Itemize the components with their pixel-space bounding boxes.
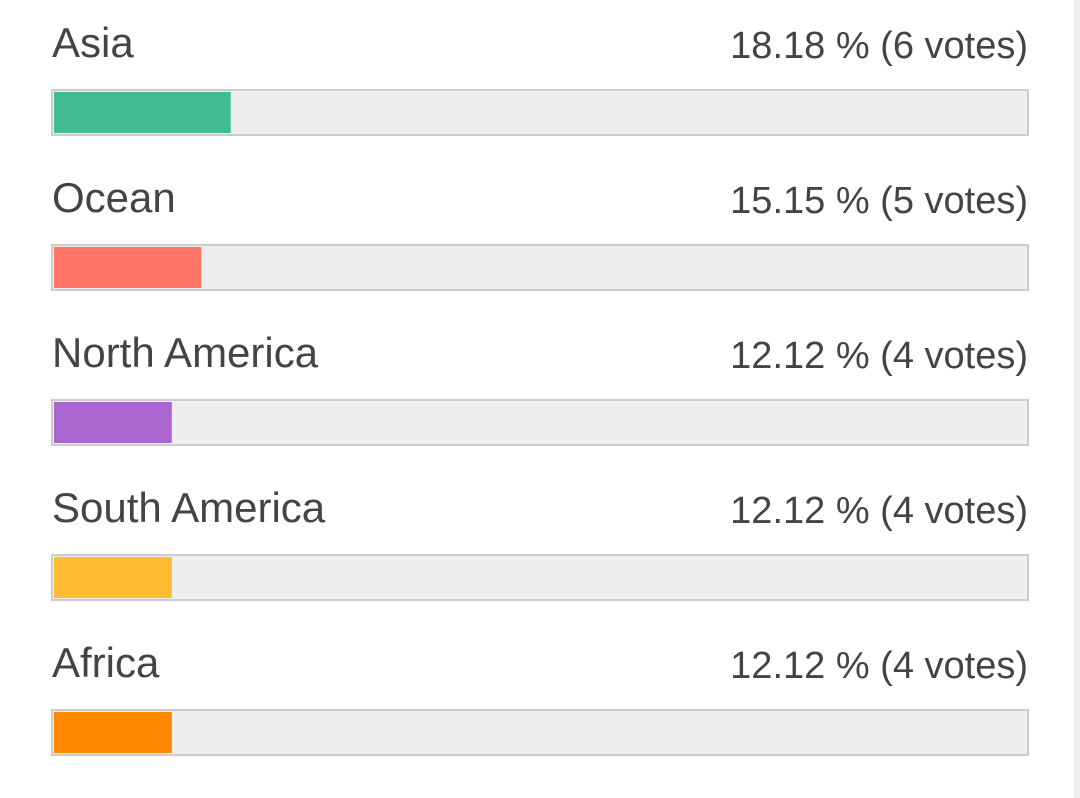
bar bbox=[54, 92, 231, 133]
option-label: Asia bbox=[52, 19, 134, 66]
bar-track bbox=[51, 399, 1029, 446]
option-result: 12.12 % (4 votes) bbox=[730, 645, 1028, 687]
option-label: Africa bbox=[52, 639, 160, 686]
option-result: 18.18 % (6 votes) bbox=[730, 25, 1028, 67]
bar-track bbox=[51, 244, 1029, 291]
bar-track bbox=[51, 554, 1029, 601]
bar bbox=[54, 712, 172, 753]
option-result: 15.15 % (5 votes) bbox=[730, 180, 1028, 222]
bar bbox=[54, 247, 202, 288]
option-label: North America bbox=[52, 329, 319, 376]
option-result: 12.12 % (4 votes) bbox=[730, 490, 1028, 532]
right-edge bbox=[1074, 0, 1080, 798]
bar bbox=[54, 402, 172, 443]
option-result: 12.12 % (4 votes) bbox=[730, 335, 1028, 377]
bar-track bbox=[51, 709, 1029, 756]
bar bbox=[54, 557, 172, 598]
option-label: South America bbox=[52, 484, 326, 531]
option-label: Ocean bbox=[52, 174, 176, 221]
